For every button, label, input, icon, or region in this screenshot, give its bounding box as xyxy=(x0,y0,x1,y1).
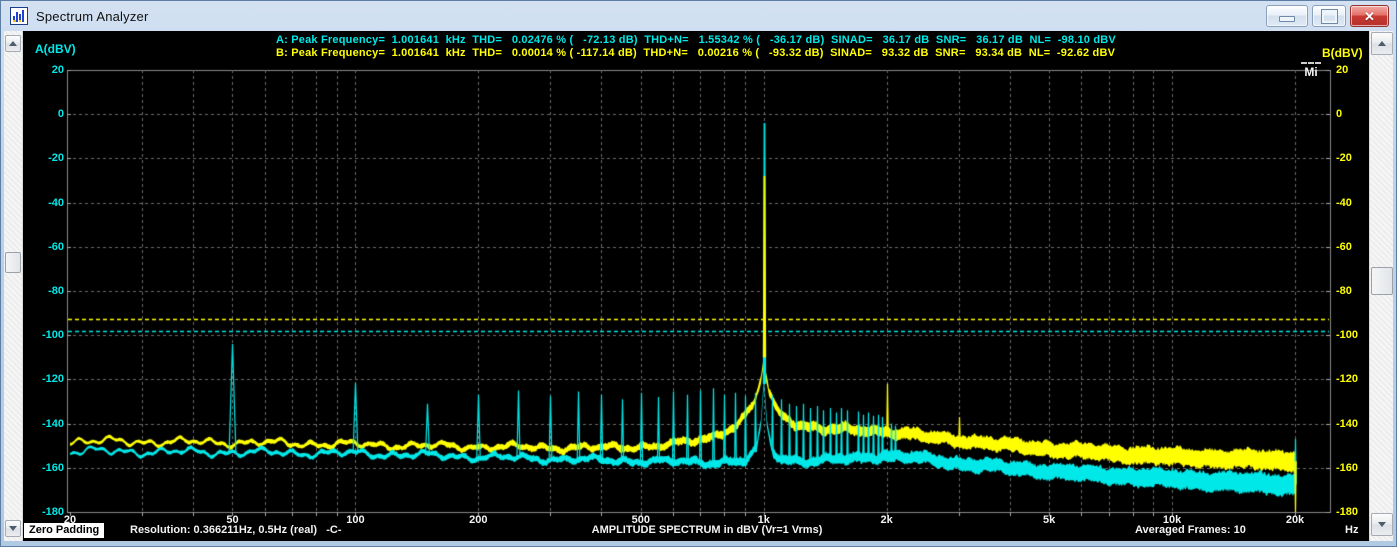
left-scrollbar[interactable] xyxy=(4,31,23,541)
x-tick-label: 100 xyxy=(346,514,365,526)
right-axis-title: B(dBV) xyxy=(1322,46,1363,60)
y-tick-label-right: -180 xyxy=(1336,506,1359,518)
y-tick-label-left: -60 xyxy=(48,240,64,253)
mi-overlay-marker: Mi xyxy=(1298,62,1324,79)
title-bar[interactable]: Spectrum Analyzer ✕ xyxy=(4,1,1393,31)
left-scrollbar-thumb[interactable] xyxy=(5,252,21,273)
y-tick-label-left: -20 xyxy=(48,152,64,165)
close-icon: ✕ xyxy=(1364,8,1375,24)
maximize-button[interactable] xyxy=(1312,5,1346,27)
y-tick-label-left: -160 xyxy=(41,461,64,474)
up-arrow-icon xyxy=(1378,41,1386,46)
y-tick-label-right: -140 xyxy=(1336,417,1359,430)
x-tick-label: 5k xyxy=(1043,514,1056,526)
left-axis-title: A(dBV) xyxy=(35,42,76,56)
x-axis-unit-label: Hz xyxy=(1345,524,1359,536)
right-scrollbar-up-button[interactable] xyxy=(1371,32,1393,55)
y-tick-label-right: -20 xyxy=(1336,152,1352,165)
mi-marker-label: Mi xyxy=(1304,65,1318,79)
y-tick-label-left: -140 xyxy=(41,417,64,430)
y-tick-label-right: 0 xyxy=(1336,108,1343,121)
window-title: Spectrum Analyzer xyxy=(36,8,149,24)
y-tick-label-right: -60 xyxy=(1336,240,1352,253)
zero-padding-field[interactable]: Zero Padding xyxy=(24,523,105,538)
x-tick-label: 500 xyxy=(631,514,650,526)
x-tick-label: 50 xyxy=(226,514,239,526)
x-tick-label: 2k xyxy=(880,514,893,526)
x-tick-label: 20 xyxy=(63,514,77,526)
y-tick-label-left: -100 xyxy=(41,329,64,342)
y-tick-label-right: -40 xyxy=(1336,196,1352,209)
right-scrollbar-thumb[interactable] xyxy=(1371,267,1393,295)
mi-marker-dash xyxy=(1301,62,1321,64)
x-tick-label: 10k xyxy=(1162,514,1182,526)
down-arrow-icon xyxy=(1378,522,1386,527)
y-tick-label-right: -80 xyxy=(1336,285,1352,297)
resolution-status: Resolution: 0.366211Hz, 0.5Hz (real) -C- xyxy=(130,524,342,536)
down-arrow-icon xyxy=(9,526,17,531)
minimize-button[interactable] xyxy=(1266,5,1308,27)
x-tick-label: 200 xyxy=(469,514,488,526)
analyzer-client-area: A: Peak Frequency= 1.001641 kHz THD= 0.0… xyxy=(4,31,1393,541)
left-scrollbar-down-button[interactable] xyxy=(5,520,21,537)
right-scrollbar-down-button[interactable] xyxy=(1371,513,1393,536)
left-scrollbar-up-button[interactable] xyxy=(5,35,21,52)
averaged-frames-status: Averaged Frames: 10 xyxy=(1135,524,1246,536)
minimize-icon xyxy=(1279,16,1295,22)
right-scrollbar[interactable] xyxy=(1369,31,1393,541)
up-arrow-icon xyxy=(9,41,17,46)
y-tick-label-left: -180 xyxy=(41,506,64,518)
x-tick-label: 1k xyxy=(757,514,770,526)
channel-b-readout: B: Peak Frequency= 1.001641 kHz THD= 0.0… xyxy=(276,47,1116,59)
y-tick-label-left: -80 xyxy=(48,285,64,297)
y-tick-label-left: -120 xyxy=(41,373,64,386)
y-tick-label-right: 20 xyxy=(1336,64,1349,76)
spectrum-plot-canvas xyxy=(4,31,1393,541)
spectrum-title: AMPLITUDE SPECTRUM in dBV (Vr=1 Vrms) xyxy=(591,524,823,536)
y-tick-label-right: -120 xyxy=(1336,373,1359,386)
close-button[interactable]: ✕ xyxy=(1350,5,1389,27)
y-tick-label-right: -100 xyxy=(1336,329,1359,342)
y-tick-label-left: 20 xyxy=(51,64,64,76)
y-tick-label-right: -160 xyxy=(1336,461,1359,474)
maximize-icon xyxy=(1320,8,1338,24)
channel-a-readout: A: Peak Frequency= 1.001641 kHz THD= 0.0… xyxy=(276,34,1116,46)
y-tick-label-left: -40 xyxy=(48,196,64,209)
app-icon xyxy=(10,7,28,25)
y-tick-label-left: 0 xyxy=(57,108,64,121)
x-tick-label: 20k xyxy=(1285,514,1305,526)
